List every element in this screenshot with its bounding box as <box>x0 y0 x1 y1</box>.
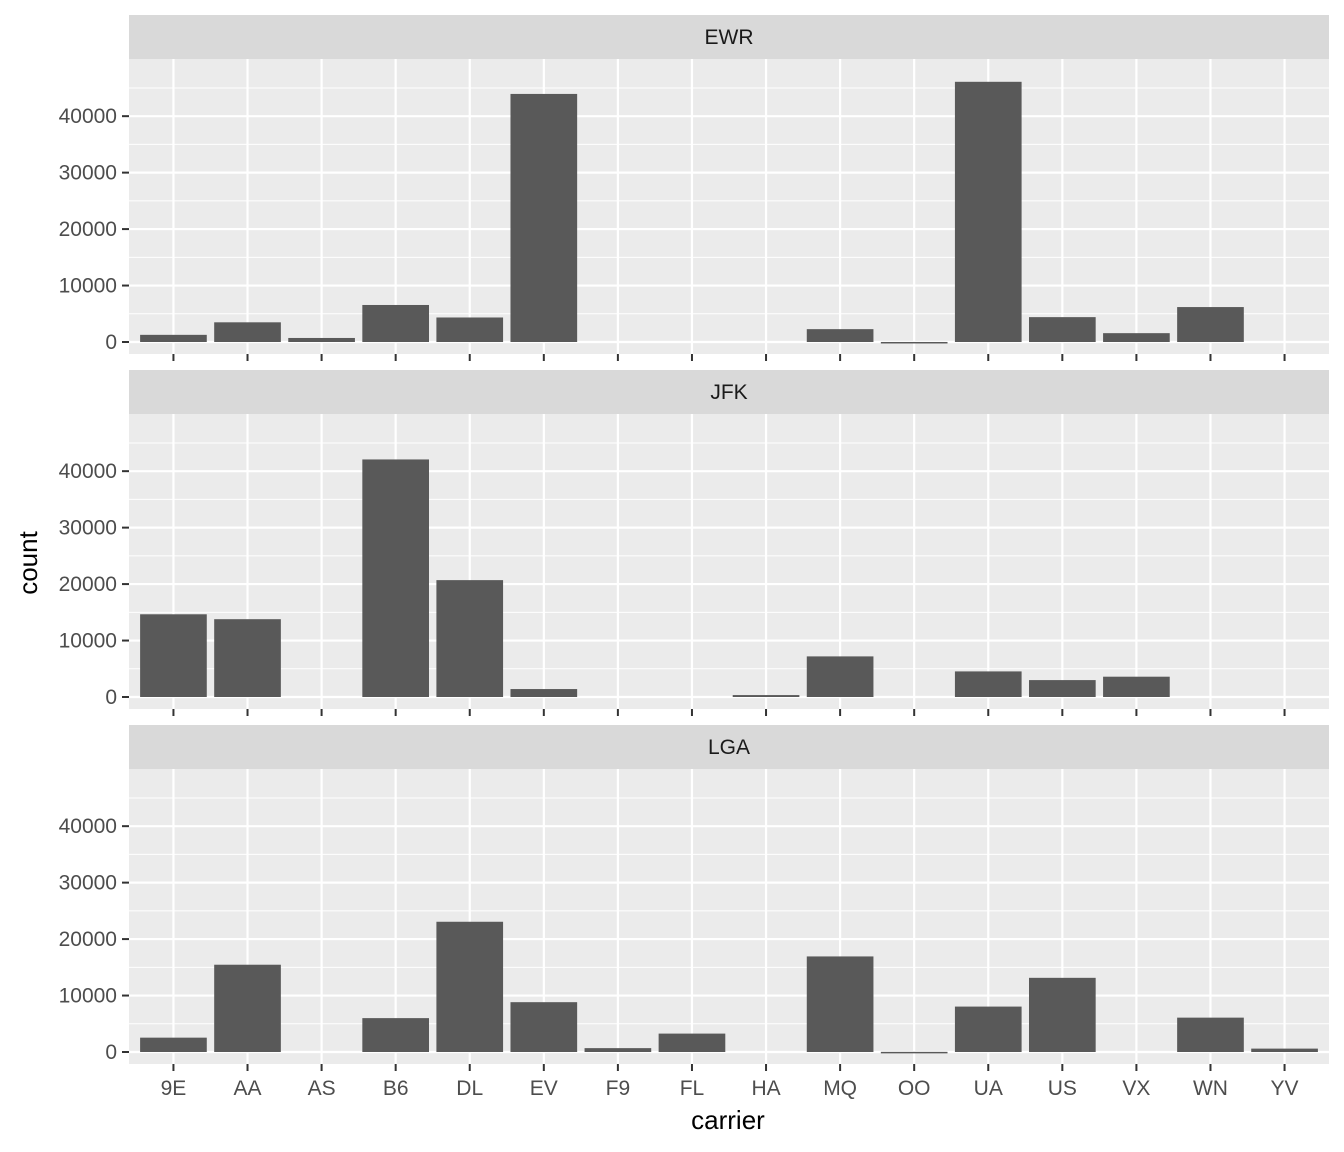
bar-lga-oo <box>880 1051 948 1054</box>
y-tick-label: 40000 <box>59 815 117 838</box>
x-tick-label: MQ <box>823 1077 857 1100</box>
y-tick-label: 40000 <box>59 460 117 483</box>
panel-background <box>129 59 1329 354</box>
facet-strip-label: EWR <box>705 26 754 49</box>
facet-panel-jfk: JFK 0 10000 20000 30000 40000 <box>59 370 1329 716</box>
x-tick-label: YV <box>1271 1077 1299 1100</box>
y-tick-label: 20000 <box>59 573 117 596</box>
facet-strip <box>129 370 1329 414</box>
bar-lga-wn <box>1177 1017 1244 1052</box>
y-tick-label: 10000 <box>59 630 117 653</box>
y-tick-label: 10000 <box>59 985 117 1008</box>
x-tick-label: FL <box>680 1077 705 1100</box>
bar-lga-dl <box>436 921 504 1052</box>
bar-lga-fl <box>658 1033 726 1052</box>
bar-ewr-vx <box>1103 333 1170 342</box>
x-axis: 9E AA AS B6 DL EV F9 FL HA MQ OO UA US VX WN YV <box>161 1077 1299 1100</box>
bar-ewr-wn <box>1177 307 1244 342</box>
bar-lga-us <box>1029 977 1096 1052</box>
y-tick-label: 30000 <box>59 872 117 895</box>
bar-ewr-dl <box>436 317 504 342</box>
bar-ewr-us <box>1029 317 1096 342</box>
y-tick-label: 30000 <box>59 162 117 185</box>
bar-jfk-us <box>1029 680 1096 697</box>
facet-strip-label: JFK <box>710 381 747 404</box>
facet-strip-label: LGA <box>708 736 750 759</box>
bar-lga-b6 <box>362 1018 429 1052</box>
bar-lga-f9 <box>584 1048 652 1052</box>
bar-ewr-9e <box>140 334 207 342</box>
bar-jfk-dl <box>436 580 504 697</box>
facet-strip <box>129 725 1329 769</box>
y-axis-title: count <box>13 530 43 594</box>
x-tick-label: B6 <box>383 1077 409 1100</box>
bar-ewr-ua <box>954 81 1022 342</box>
bar-lga-aa <box>214 964 281 1052</box>
bar-jfk-ev <box>510 689 578 697</box>
bar-lga-ev <box>510 1002 578 1052</box>
bar-lga-9e <box>140 1037 207 1052</box>
bar-lga-yv <box>1251 1048 1318 1052</box>
x-tick-label: HA <box>751 1077 780 1100</box>
x-tick-label: F9 <box>606 1077 631 1100</box>
x-tick-label: AS <box>308 1077 336 1100</box>
bar-ewr-oo <box>880 341 948 344</box>
bar-jfk-vx <box>1103 676 1170 697</box>
x-tick-label: US <box>1048 1077 1077 1100</box>
facet-panel-ewr: EWR 0 10000 20000 30000 40000 <box>59 15 1329 361</box>
x-tick-label: DL <box>456 1077 483 1100</box>
y-tick-label: 0 <box>105 1041 117 1064</box>
bar-lga-ua <box>954 1006 1022 1052</box>
bar-lga-mq <box>806 956 874 1052</box>
facet-panels: EWR 0 10000 20000 30000 40000 JFK 0 10000 20000 30… <box>59 15 1329 1071</box>
bar-jfk-9e <box>140 614 207 697</box>
x-tick-label: 9E <box>161 1077 187 1100</box>
facet-strip <box>129 15 1329 59</box>
bar-jfk-aa <box>214 619 281 697</box>
facet-panel-lga: LGA 0 10000 20000 30000 40000 <box>59 725 1329 1071</box>
bar-jfk-mq <box>806 656 874 697</box>
x-tick-label: AA <box>234 1077 262 1100</box>
x-tick-label: WN <box>1193 1077 1228 1100</box>
bar-ewr-as <box>288 337 355 342</box>
x-axis-title: carrier <box>691 1105 765 1135</box>
y-tick-label: 30000 <box>59 517 117 540</box>
bar-ewr-ev <box>510 93 578 342</box>
y-tick-label: 10000 <box>59 275 117 298</box>
y-tick-label: 40000 <box>59 105 117 128</box>
bar-ewr-aa <box>214 322 281 342</box>
bar-ewr-b6 <box>362 304 429 342</box>
x-tick-label: EV <box>530 1077 558 1100</box>
y-tick-label: 20000 <box>59 218 117 241</box>
bar-jfk-ua <box>954 671 1022 697</box>
y-tick-label: 20000 <box>59 928 117 951</box>
x-tick-label: VX <box>1122 1077 1150 1100</box>
bar-jfk-ha <box>732 695 800 697</box>
x-tick-label: OO <box>898 1077 931 1100</box>
panel-background <box>129 769 1329 1064</box>
x-tick-label: UA <box>974 1077 1003 1100</box>
y-tick-label: 0 <box>105 331 117 354</box>
y-tick-label: 0 <box>105 686 117 709</box>
bar-jfk-b6 <box>362 459 429 697</box>
panel-background <box>129 414 1329 709</box>
bar-ewr-mq <box>806 329 874 342</box>
